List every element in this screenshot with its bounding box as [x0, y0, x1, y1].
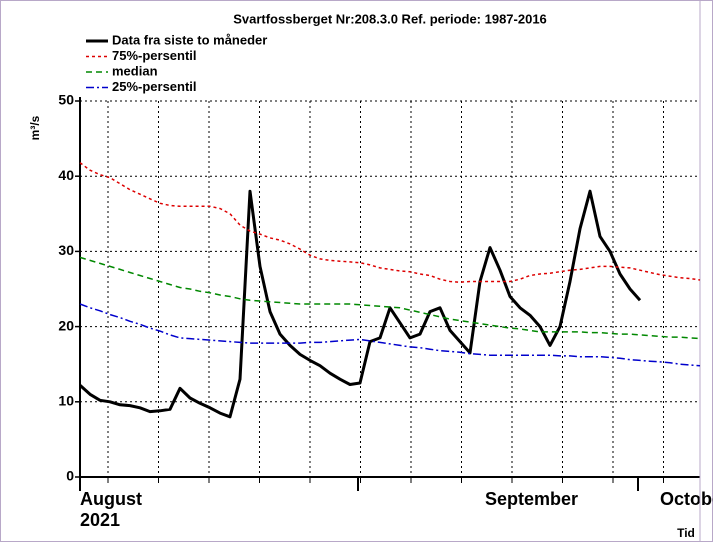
series-line [79, 162, 701, 283]
y-tick-label: 20 [58, 317, 74, 333]
x-month-label: September [485, 489, 578, 509]
legend-label: median [112, 63, 158, 78]
y-tick-label: 30 [58, 242, 74, 258]
x-axis-label: Tid [677, 526, 695, 540]
x-month-label: August [80, 489, 142, 509]
y-tick-label: 50 [58, 92, 74, 108]
y-axis-label: m³/s [28, 115, 42, 140]
legend-label: 25%-persentil [112, 79, 197, 94]
y-tick-label: 10 [58, 393, 74, 409]
x-month-label: October [660, 489, 713, 509]
series-line [79, 303, 701, 367]
legend-label: 75%-persentil [112, 48, 197, 63]
chart-title: Svartfossberget Nr:208.3.0 Ref. periode:… [233, 11, 547, 26]
legend-label: Data fra siste to måneder [112, 32, 267, 47]
series-line [79, 256, 701, 340]
y-tick-label: 0 [66, 468, 74, 484]
x-year-label: 2021 [80, 510, 120, 530]
series-line [78, 189, 642, 419]
y-tick-label: 40 [58, 167, 74, 183]
